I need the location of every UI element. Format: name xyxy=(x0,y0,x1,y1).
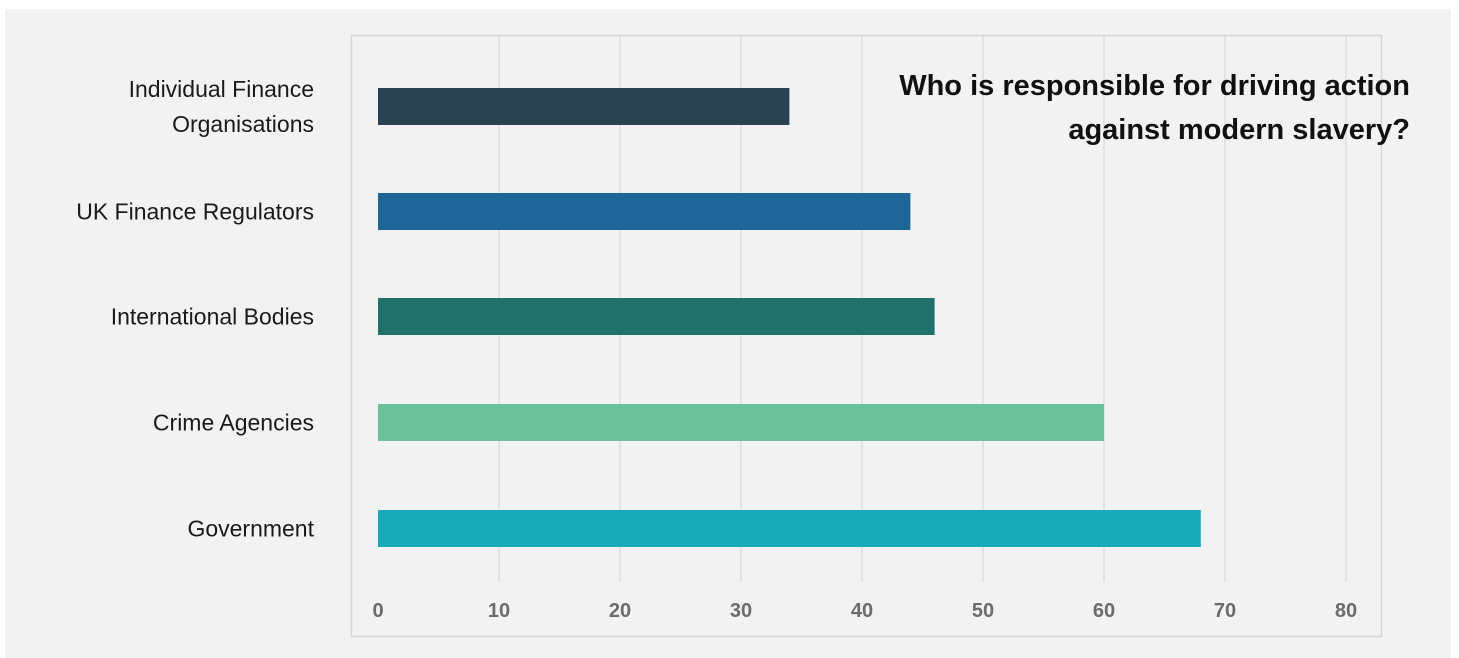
category-label: International Bodies xyxy=(111,304,314,330)
category-label-line: Crime Agencies xyxy=(153,410,314,436)
gridlines xyxy=(498,36,1347,582)
chart-title: Who is responsible for driving action aga… xyxy=(899,70,1410,146)
chart-title-text: Who is responsible for driving action aga… xyxy=(899,70,1410,146)
x-tick-label: 0 xyxy=(372,600,383,622)
chart-title-line: Who is responsible for driving action xyxy=(899,70,1410,102)
plot-frame xyxy=(350,34,1383,638)
x-tick-label: 60 xyxy=(1093,600,1115,622)
category-label-line: Individual Finance xyxy=(129,76,314,102)
category-label: Government xyxy=(187,516,314,542)
x-tick-label: 10 xyxy=(488,600,510,622)
bar xyxy=(378,88,790,125)
x-tick-label: 20 xyxy=(609,600,631,622)
category-label: UK Finance Regulators xyxy=(76,199,314,225)
x-tick-label: 80 xyxy=(1335,600,1357,622)
category-label-line: UK Finance Regulators xyxy=(76,199,314,225)
bar xyxy=(378,404,1104,441)
x-tick-labels: 0 10 20 30 40 50 60 70 80 xyxy=(372,600,1357,622)
category-label-line: International Bodies xyxy=(111,304,314,330)
category-label-line: Government xyxy=(187,516,314,542)
category-labels: Individual Finance Organisations UK Financ… xyxy=(76,76,314,542)
chart-title-line: against modern slavery? xyxy=(1068,114,1410,146)
category-label: Crime Agencies xyxy=(153,410,314,436)
x-tick-label: 70 xyxy=(1214,600,1236,622)
x-tick-label: 30 xyxy=(730,600,752,622)
x-tick-label: 50 xyxy=(972,600,994,622)
x-tick-label: 40 xyxy=(851,600,873,622)
bar xyxy=(378,510,1201,547)
bar xyxy=(378,298,935,335)
bars xyxy=(378,88,1201,547)
category-label: Individual Finance Organisations xyxy=(129,76,314,137)
category-label-line: Organisations xyxy=(172,111,314,137)
bar xyxy=(378,193,911,230)
